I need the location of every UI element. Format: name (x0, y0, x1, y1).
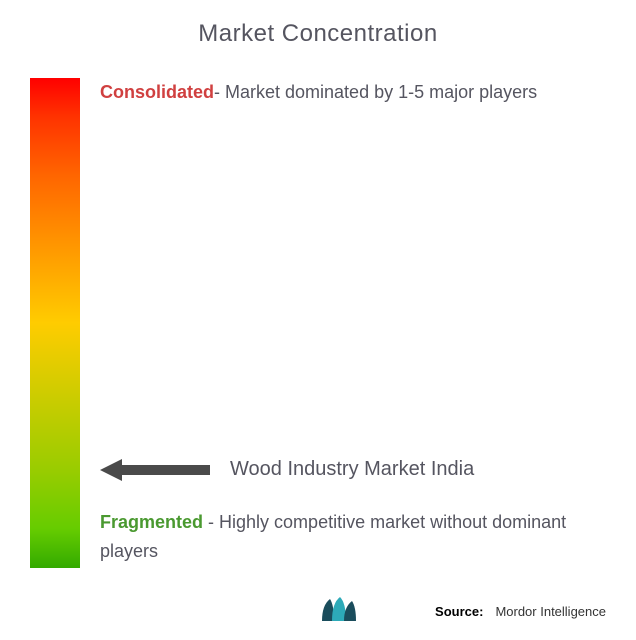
source-value: Mordor Intelligence (495, 604, 606, 619)
market-position-marker: Wood Industry Market India (100, 458, 474, 481)
page-title: Market Concentration (30, 20, 606, 48)
consolidated-description: - Market dominated by 1-5 major players (214, 82, 537, 102)
mordor-logo-icon (320, 595, 360, 628)
concentration-gradient-bar (30, 78, 80, 568)
fragmented-label: Fragmented - Highly competitive market w… (100, 508, 596, 566)
consolidated-term: Consolidated (100, 82, 214, 102)
fragmented-term: Fragmented (100, 512, 203, 532)
label-area: Consolidated- Market dominated by 1-5 ma… (100, 78, 606, 578)
footer: Source: Mordor Intelligence (30, 595, 606, 628)
consolidated-label: Consolidated- Market dominated by 1-5 ma… (100, 78, 596, 107)
market-name-label: Wood Industry Market India (230, 458, 474, 481)
concentration-diagram: Consolidated- Market dominated by 1-5 ma… (30, 78, 606, 578)
source-label: Source: (435, 604, 483, 619)
arrow-left-icon (100, 459, 210, 481)
